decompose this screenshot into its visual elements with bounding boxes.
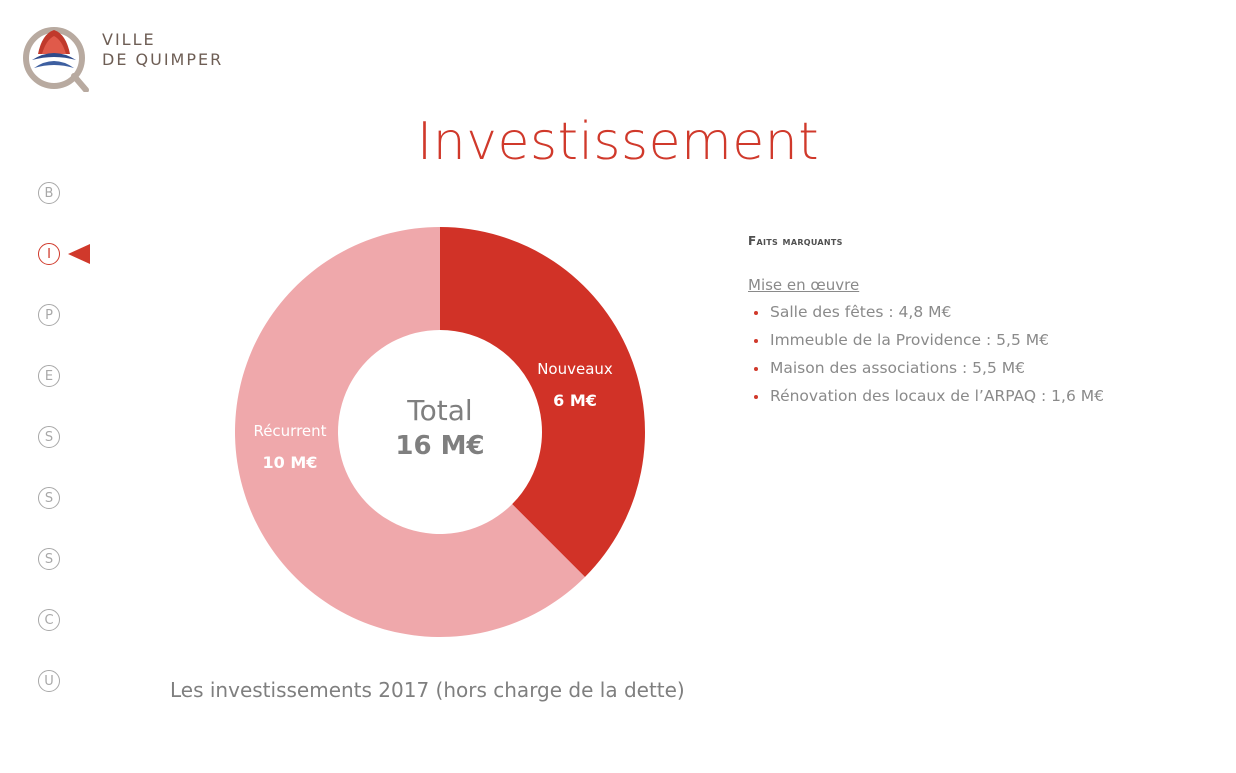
highlight-item: Salle des fêtes : 4,8 M€	[748, 304, 1150, 321]
logo-text-line2: DE QUIMPER	[102, 50, 224, 69]
nav-item-u-8[interactable]: U	[38, 670, 60, 692]
nav-item-e-3[interactable]: E	[38, 365, 60, 387]
slice-nouveaux	[440, 227, 645, 577]
highlights-panel: Faits marquants Mise en œuvre Salle des …	[748, 234, 1168, 416]
highlight-item: Immeuble de la Providence : 5,5 M€	[748, 332, 1150, 349]
highlight-item: Rénovation des locaux de l’ARPAQ : 1,6 M…	[748, 388, 1150, 405]
highlights-subheading: Mise en œuvre	[748, 276, 860, 294]
highlight-item: Maison des associations : 5,5 M€	[748, 360, 1150, 377]
nav-item-i-1[interactable]: I	[38, 243, 60, 265]
nav-item-p-2[interactable]: P	[38, 304, 60, 326]
slice-name-label: Récurrent	[253, 422, 326, 440]
highlights-heading: Faits marquants	[748, 234, 843, 248]
nav-item-b-0[interactable]: B	[38, 182, 60, 204]
nav-item-s-6[interactable]: S	[38, 548, 60, 570]
center-label: Total	[406, 394, 472, 427]
center-value: 16 M€	[395, 431, 484, 461]
page-title: Investissement	[416, 112, 820, 172]
slice-value-label: 10 M€	[263, 453, 318, 472]
slice-name-label: Nouveaux	[537, 360, 613, 378]
active-nav-arrow-icon	[68, 244, 90, 264]
logo-text-line1: VILLE	[102, 30, 156, 49]
slice-value-label: 6 M€	[553, 391, 597, 410]
nav-item-c-7[interactable]: C	[38, 609, 60, 631]
highlights-list: Salle des fêtes : 4,8 M€ Immeuble de la P…	[748, 304, 1168, 405]
donut-chart: Total 16 M€ Nouveaux 6 M€ Récurrent 10 M€	[235, 227, 645, 637]
chart-caption: Les investissements 2017 (hors charge de…	[170, 678, 685, 702]
logo: VILLE DE QUIMPER	[22, 24, 232, 92]
slice-recurrent	[235, 227, 585, 637]
quimper-logo-icon	[23, 27, 89, 92]
nav-item-s-5[interactable]: S	[38, 487, 60, 509]
nav-item-s-4[interactable]: S	[38, 426, 60, 448]
